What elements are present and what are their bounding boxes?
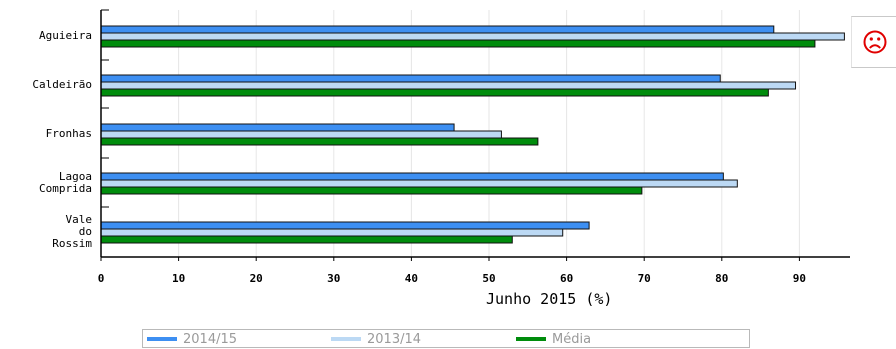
legend-label-1: 2013/14 <box>367 331 422 347</box>
bar-2-0 <box>100 123 455 132</box>
legend-swatch-2 <box>516 337 546 341</box>
legend-item-0[interactable]: 2014/15 <box>147 331 237 347</box>
x-ticks: 0 10 20 30 40 50 60 70 80 90 <box>98 257 806 285</box>
bar-0-0 <box>100 25 775 34</box>
bar-1-0 <box>100 74 721 83</box>
bar-2-1 <box>100 130 502 139</box>
x-axis-title: Junho 2015 (%) <box>486 290 613 308</box>
bar-0-2 <box>100 39 816 48</box>
x-tick-label: 20 <box>250 272 263 285</box>
axes <box>100 9 850 258</box>
category-label: Lagoa Comprida <box>39 170 92 195</box>
bar-1-1 <box>100 81 797 90</box>
legend: 2014/15 2013/14 Média <box>142 329 750 348</box>
x-tick-label: 60 <box>560 272 573 285</box>
category-label: Aguieira <box>39 29 92 42</box>
bar-3-0 <box>100 172 724 181</box>
x-tick-label: 90 <box>793 272 806 285</box>
bar-2-2 <box>100 137 539 146</box>
x-tick-label: 0 <box>98 272 105 285</box>
bar-1-2 <box>100 88 769 97</box>
x-tick-label: 50 <box>482 272 495 285</box>
bar-3-1 <box>100 179 738 188</box>
x-tick-label: 40 <box>405 272 418 285</box>
x-tick-label: 80 <box>715 272 728 285</box>
legend-label-2: Média <box>552 331 592 347</box>
bar-4-1 <box>100 228 564 237</box>
legend-swatch-0 <box>147 337 177 341</box>
status-panel <box>851 16 896 68</box>
x-tick-label: 30 <box>327 272 340 285</box>
x-tick-label: 70 <box>638 272 651 285</box>
legend-item-2[interactable]: Média <box>516 331 591 347</box>
sad-face-icon <box>863 30 887 54</box>
bars <box>100 25 845 244</box>
category-label: Vale do Rossim <box>52 213 92 250</box>
category-label: Fronhas <box>45 127 92 140</box>
category-label: Caldeirão <box>32 78 92 91</box>
legend-swatch-1 <box>331 337 361 341</box>
bar-3-2 <box>100 186 643 195</box>
legend-item-1[interactable]: 2013/14 <box>331 331 421 347</box>
bar-4-2 <box>100 235 513 244</box>
legend-label-0: 2014/15 <box>183 331 238 347</box>
bar-4-0 <box>100 221 590 230</box>
x-tick-label: 10 <box>172 272 185 285</box>
bar-0-1 <box>100 32 845 41</box>
